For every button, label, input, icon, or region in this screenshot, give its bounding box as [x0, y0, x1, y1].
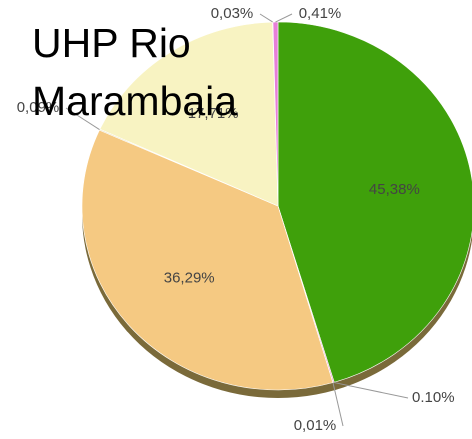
- data-label: 36,29%: [164, 269, 215, 286]
- data-label: 0,41%: [299, 5, 342, 22]
- data-label: 17,71%: [188, 105, 239, 122]
- leader-line: [259, 13, 274, 23]
- pie-slice: [81, 129, 334, 391]
- data-label: 0,09%: [17, 99, 60, 116]
- leader-line: [332, 382, 344, 427]
- pie-slice: [99, 21, 279, 207]
- chart-title: UHP Rio Marambaia: [32, 20, 238, 124]
- leader-line: [333, 381, 409, 399]
- data-label: 45,38%: [369, 181, 420, 198]
- pie-slice: [272, 21, 279, 207]
- leader-line: [65, 107, 100, 131]
- data-label: 0.10%: [412, 389, 455, 406]
- leader-line: [275, 13, 293, 23]
- data-label: 0,03%: [211, 5, 254, 22]
- data-label: 0,01%: [294, 417, 337, 434]
